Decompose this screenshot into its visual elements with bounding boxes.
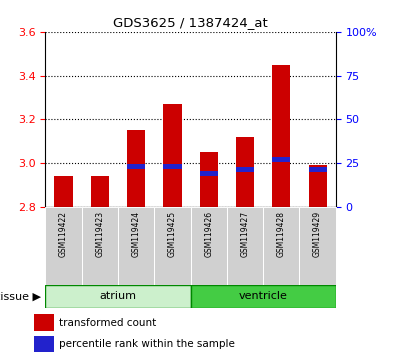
Bar <box>34 314 53 331</box>
Bar <box>82 207 118 285</box>
Bar <box>263 207 299 285</box>
Text: GSM119424: GSM119424 <box>132 211 141 257</box>
Bar <box>199 171 218 176</box>
Text: tissue ▶: tissue ▶ <box>0 291 41 302</box>
Bar <box>272 157 290 161</box>
Text: ventricle: ventricle <box>239 291 288 302</box>
Text: GSM119426: GSM119426 <box>204 211 213 257</box>
Bar <box>236 137 254 207</box>
Text: GSM119422: GSM119422 <box>59 211 68 257</box>
Bar <box>91 176 109 207</box>
Bar <box>308 167 327 172</box>
Title: GDS3625 / 1387424_at: GDS3625 / 1387424_at <box>113 16 268 29</box>
Text: atrium: atrium <box>100 291 137 302</box>
Bar <box>55 176 73 207</box>
Text: GSM119429: GSM119429 <box>313 211 322 257</box>
Text: GSM119423: GSM119423 <box>95 211 104 257</box>
Bar <box>272 65 290 207</box>
Text: GSM119425: GSM119425 <box>168 211 177 257</box>
Bar <box>45 285 190 308</box>
Bar <box>127 130 145 207</box>
Text: GSM119428: GSM119428 <box>277 211 286 257</box>
Bar <box>45 207 82 285</box>
Bar <box>236 167 254 172</box>
Text: GSM119427: GSM119427 <box>241 211 250 257</box>
Bar <box>190 207 227 285</box>
Bar <box>154 207 191 285</box>
Bar <box>227 207 263 285</box>
Bar <box>127 164 145 169</box>
Bar <box>164 104 182 207</box>
Bar <box>164 164 182 169</box>
Text: transformed count: transformed count <box>59 318 156 327</box>
Bar <box>190 285 336 308</box>
Bar <box>199 152 218 207</box>
Bar <box>34 336 53 352</box>
Bar <box>299 207 336 285</box>
Bar <box>118 207 154 285</box>
Bar <box>308 165 327 207</box>
Text: percentile rank within the sample: percentile rank within the sample <box>59 339 235 349</box>
